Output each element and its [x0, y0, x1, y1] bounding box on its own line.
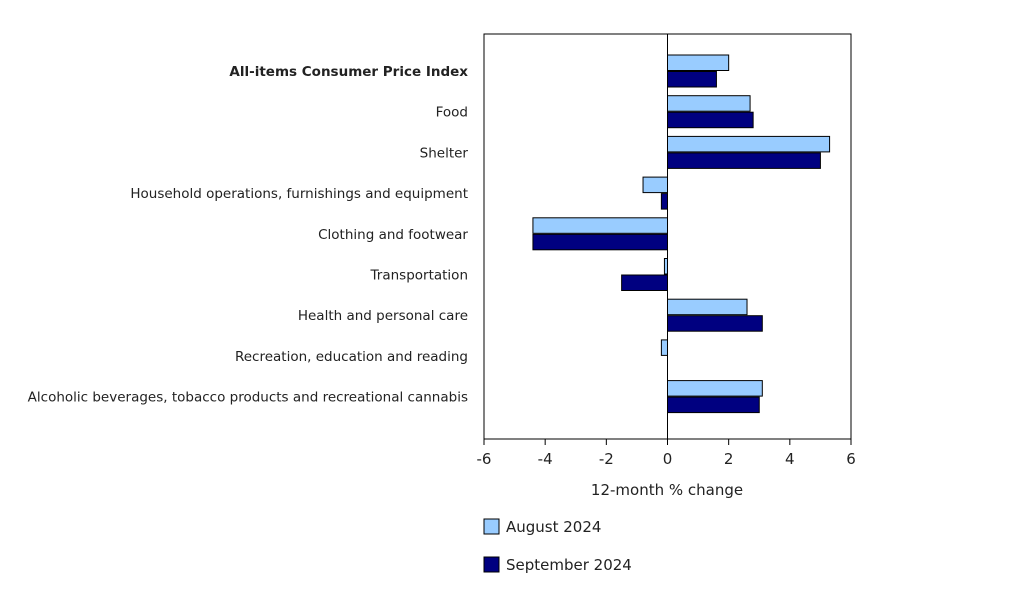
bar-september-2024: [532, 233, 669, 251]
category-label: Alcoholic beverages, tobacco products an…: [28, 390, 468, 406]
bar-august-2024: [667, 298, 748, 316]
bar-september-2024: [667, 315, 763, 332]
legend-label-august-2024: August 2024: [506, 518, 601, 536]
bar-september-2024: [667, 71, 717, 88]
x-tick-label: -4: [538, 450, 553, 468]
x-tick-label: 6: [846, 450, 856, 468]
bar-september-2024: [660, 193, 669, 210]
category-label: All-items Consumer Price Index: [229, 64, 468, 80]
category-label: Shelter: [420, 145, 469, 161]
category-label: Clothing and footwear: [318, 227, 468, 243]
x-tick-label: -2: [599, 450, 614, 468]
x-axis-title: 12-month % change: [591, 481, 743, 499]
x-axis-ticks: -6 -4 -2 0 2 4 6: [477, 439, 856, 468]
category-labels: All-items Consumer Price Index Food Shelte…: [28, 64, 469, 406]
legend-label-september-2024: September 2024: [506, 556, 632, 574]
x-tick-label: 4: [785, 450, 795, 468]
category-label: Recreation, education and reading: [235, 349, 468, 365]
bar-september-2024: [667, 152, 821, 169]
x-tick-label: -6: [477, 450, 492, 468]
bar-august-2024: [642, 176, 668, 194]
category-label: Household operations, furnishings and eq…: [130, 186, 468, 202]
x-tick-label: 0: [663, 450, 673, 468]
bar-august-2024: [532, 217, 669, 234]
legend-swatch-september-2024: [483, 556, 500, 573]
bar-august-2024: [667, 380, 763, 397]
legend: August 2024 September 2024: [483, 518, 632, 574]
category-label: Food: [436, 105, 468, 121]
bar-august-2024: [667, 54, 730, 71]
x-tick-label: 2: [724, 450, 734, 468]
bar-september-2024: [621, 274, 668, 291]
bar-september-2024: [667, 396, 760, 414]
bar-august-2024: [660, 339, 669, 356]
legend-swatch-august-2024: [483, 518, 500, 535]
category-label: Health and personal care: [298, 308, 468, 324]
bars-layer: [532, 54, 831, 414]
bar-august-2024: [667, 95, 751, 112]
bar-august-2024: [667, 135, 831, 153]
bar-september-2024: [667, 111, 754, 129]
category-label: Transportation: [370, 268, 468, 284]
